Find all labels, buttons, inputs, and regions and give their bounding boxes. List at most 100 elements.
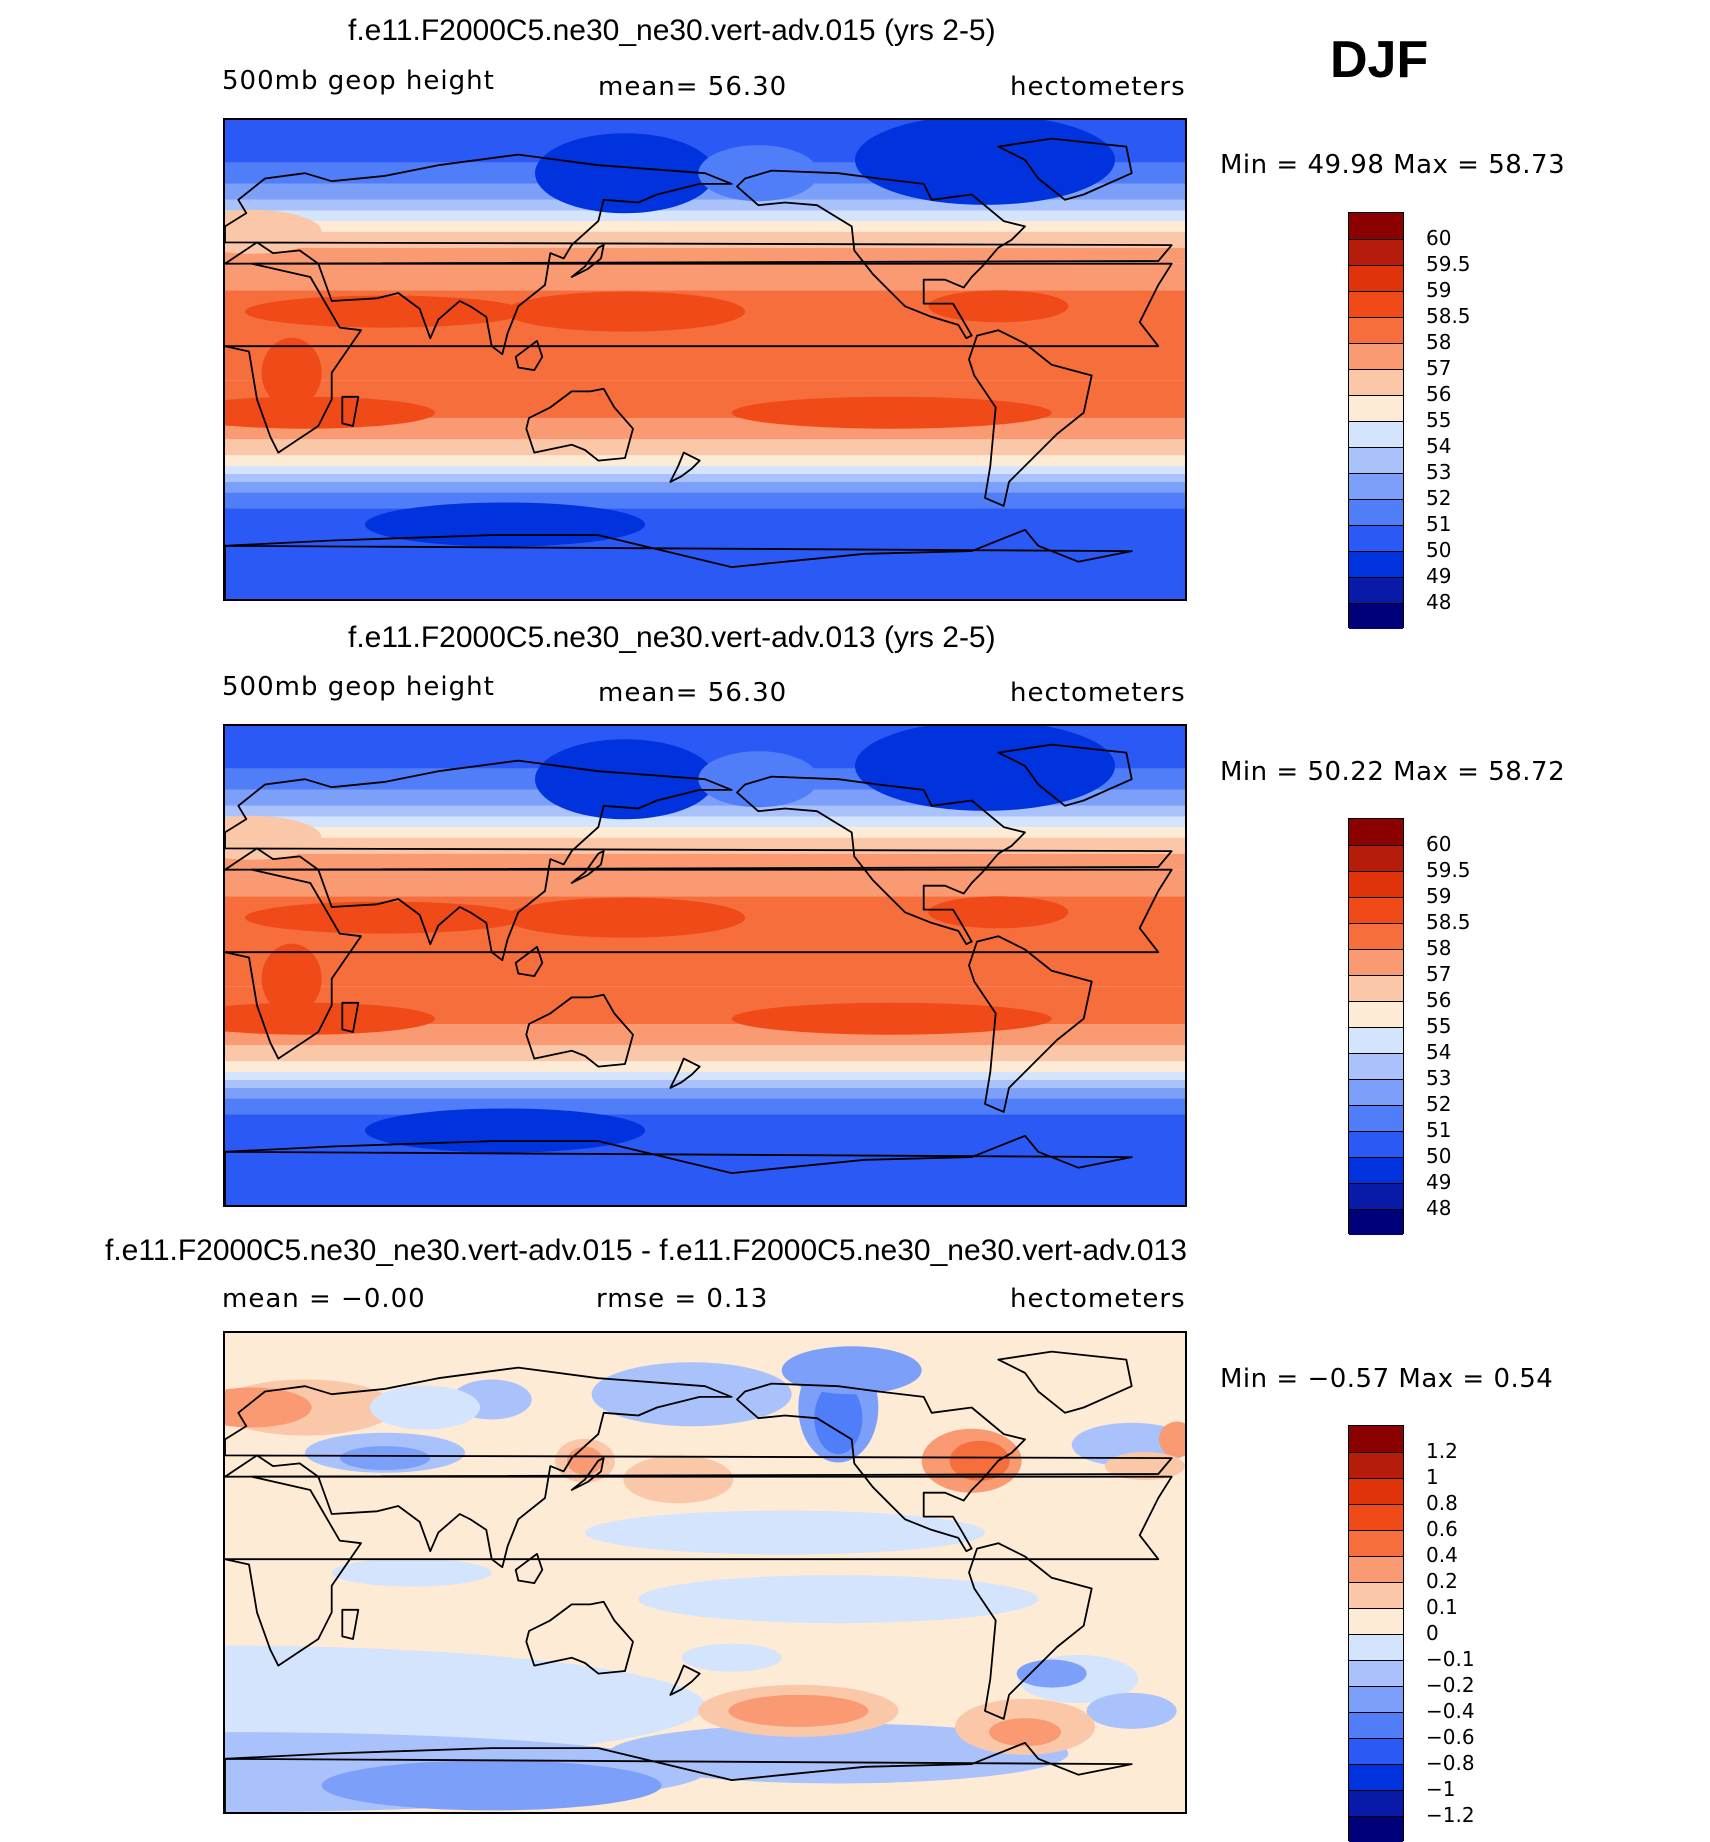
africa-coastline <box>225 868 1173 1060</box>
contour-band <box>225 481 1185 493</box>
colorbar-tick-label: 0.2 <box>1426 1569 1458 1593</box>
contour-band <box>225 247 1185 264</box>
contour-region <box>528 1694 669 1727</box>
contour-band <box>225 853 1185 870</box>
colorbar-tick-label: 49 <box>1426 564 1452 588</box>
colorbar-swatch <box>1349 819 1403 845</box>
colorbar-swatch <box>1349 1712 1403 1738</box>
antarctica-coastline <box>225 528 1133 599</box>
panel-2-units-label: hectometers <box>1010 678 1186 708</box>
japan-coastline <box>570 244 605 278</box>
colorbar-swatch <box>1349 975 1403 1001</box>
colorbar-swatch <box>1349 845 1403 871</box>
subtropical-high-asia <box>245 295 525 328</box>
south-america-coastline <box>968 935 1093 1113</box>
colorbar-tick-label: −0.4 <box>1426 1699 1475 1723</box>
contour-band <box>225 199 1185 211</box>
contour-band <box>225 1098 1185 1115</box>
colorbar-tick-label: 0.4 <box>1426 1543 1458 1567</box>
australia-coastline <box>525 387 634 462</box>
colorbar-swatch <box>1349 1131 1403 1157</box>
south-america-coastline <box>968 1542 1093 1720</box>
colorbar-tick-label: 51 <box>1426 1118 1452 1142</box>
africa-coastline <box>225 262 1173 454</box>
panel-3-units-label: hectometers <box>1010 1284 1186 1314</box>
contour-region <box>623 1455 734 1504</box>
colorbar-swatch <box>1349 265 1403 291</box>
contour-region <box>681 1643 782 1672</box>
contour-band <box>225 210 1185 222</box>
colorbar-swatch <box>1349 291 1403 317</box>
colorbar-swatch <box>1349 1686 1403 1712</box>
colorbar-tick-label: 57 <box>1426 356 1452 380</box>
panel-1-min-max: Min = 49.98 Max = 58.73 <box>1220 150 1566 180</box>
panel-3-title: f.e11.F2000C5.ne30_ne30.vert-adv.015 - f… <box>105 1234 1187 1267</box>
borneo-coastline <box>514 946 544 977</box>
colorbar-swatch <box>1349 499 1403 525</box>
north-america-coastline <box>736 169 1026 340</box>
colorbar-tick-label: 58.5 <box>1426 304 1471 328</box>
colorbar-swatch <box>1349 551 1403 577</box>
new-zealand-coastline <box>669 451 701 483</box>
colorbar-swatch <box>1349 1530 1403 1556</box>
subtropical-high-sh-africa <box>225 1002 435 1035</box>
subtropical-high-sh-africa <box>225 396 435 429</box>
colorbar-tick-label: 1 <box>1426 1465 1439 1489</box>
contour-band <box>225 221 1185 232</box>
colorbar-swatch <box>1349 949 1403 975</box>
colorbar-swatch <box>1349 213 1403 239</box>
contour-region <box>608 1723 1069 1784</box>
colorbar-tick-label: 55 <box>1426 408 1452 432</box>
greenland-coastline <box>997 1350 1133 1414</box>
borneo-coastline <box>514 1553 544 1584</box>
colorbar-tick-label: 53 <box>1426 1066 1452 1090</box>
trough-siberia <box>535 133 715 214</box>
contour-band <box>225 1079 1185 1088</box>
colorbar-swatch <box>1349 1504 1403 1530</box>
colorbar-tick-label: 60 <box>1426 832 1452 856</box>
contour-region <box>1086 1692 1177 1729</box>
colorbar-swatch <box>1349 1053 1403 1079</box>
contour-band <box>225 1087 1185 1099</box>
colorbar-swatches <box>1348 212 1404 629</box>
panel-1-map <box>223 118 1187 601</box>
panel-3-rmse-label: rmse = 0.13 <box>596 1284 769 1314</box>
greenland-coastline <box>997 137 1133 201</box>
colorbar-tick-label: 48 <box>1426 1196 1452 1220</box>
contour-region <box>331 1558 492 1587</box>
antarctica-coastline <box>225 1741 1133 1812</box>
season-label: DJF <box>1330 31 1429 89</box>
colorbar-swatch <box>1349 1426 1403 1452</box>
colorbar-tick-label: 59 <box>1426 884 1452 908</box>
colorbar-tick-label: 56 <box>1426 382 1452 406</box>
contour-region <box>1016 1659 1087 1688</box>
contour-region <box>585 1510 985 1555</box>
contour-region <box>728 1694 869 1727</box>
contour-band <box>225 492 1185 509</box>
contour-region <box>340 1446 430 1471</box>
contour-band <box>225 869 1185 897</box>
colorbar-tick-label: 53 <box>1426 460 1452 484</box>
borneo-coastline <box>514 340 544 371</box>
trough-siberia <box>535 739 715 820</box>
colorbar-swatch <box>1349 1634 1403 1660</box>
colorbar-tick-label: 50 <box>1426 538 1452 562</box>
greenland-coastline <box>997 743 1133 807</box>
australia-coastline <box>525 1600 634 1675</box>
colorbar-swatches <box>1348 818 1404 1235</box>
colorbar-swatch <box>1349 239 1403 265</box>
antarctica-coastline <box>225 1134 1133 1205</box>
colorbar-tick-label: 0.1 <box>1426 1595 1458 1619</box>
colorbar-swatch <box>1349 1027 1403 1053</box>
colorbar-swatch <box>1349 473 1403 499</box>
contour-band <box>225 1071 1185 1080</box>
colorbar-tick-label: 58.5 <box>1426 910 1471 934</box>
panel-3-min-max: Min = −0.57 Max = 0.54 <box>1220 1364 1554 1394</box>
contour-band <box>225 805 1185 817</box>
trough-antarctic <box>365 502 645 547</box>
ridge-africa <box>261 337 322 408</box>
colorbar-swatch <box>1349 1105 1403 1131</box>
colorbar-tick-label: −0.1 <box>1426 1647 1475 1671</box>
contour-band <box>225 1045 1185 1062</box>
contour-region <box>321 1760 662 1811</box>
